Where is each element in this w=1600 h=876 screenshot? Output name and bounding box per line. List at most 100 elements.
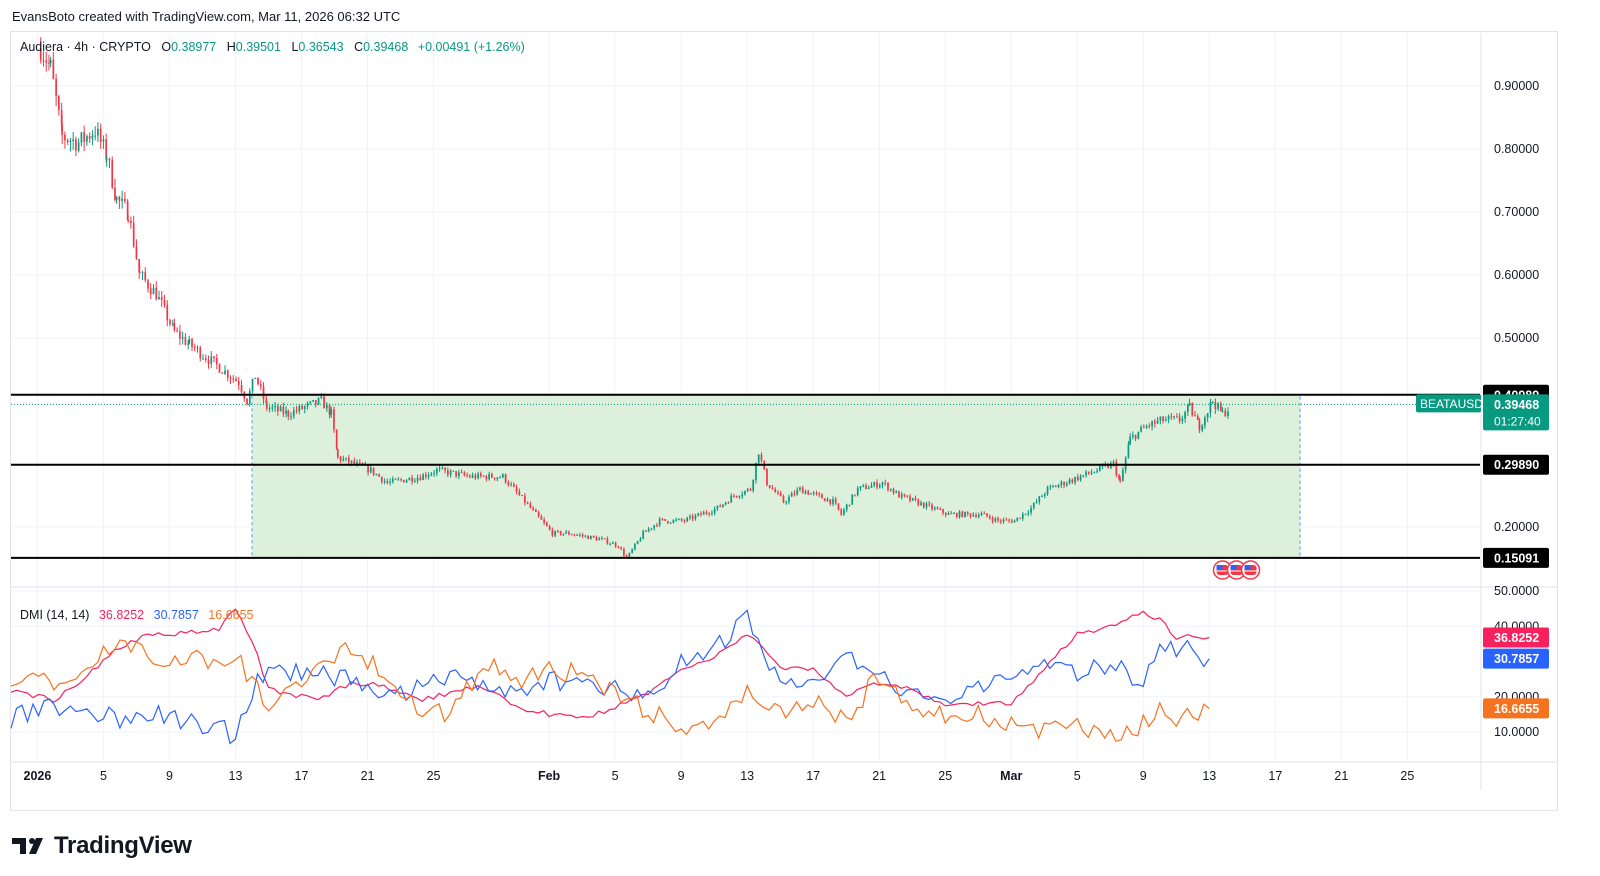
- candle-body: [1013, 520, 1016, 523]
- candle-body: [691, 516, 694, 519]
- candle-body: [1156, 420, 1159, 424]
- candle-body: [931, 504, 933, 510]
- candle-body: [474, 475, 477, 479]
- candle-body: [955, 513, 958, 518]
- time-tick-label: 17: [806, 769, 820, 783]
- candle-body: [856, 488, 859, 496]
- candle-body: [821, 494, 823, 499]
- candle-body: [452, 470, 455, 472]
- symbol-badge: [1416, 394, 1481, 413]
- candle-body: [330, 409, 333, 416]
- candle-body: [510, 484, 512, 486]
- candle-body: [1019, 517, 1021, 519]
- candle-body: [383, 481, 386, 483]
- candle-body: [1087, 471, 1090, 474]
- candle-body: [911, 498, 914, 501]
- candle-body: [823, 498, 826, 502]
- low-label: L: [291, 40, 299, 54]
- candle-body: [422, 474, 424, 481]
- candle-body: [477, 473, 479, 479]
- candle-body: [169, 320, 171, 324]
- candle-body: [1145, 425, 1148, 428]
- candle-body: [631, 549, 634, 553]
- time-tick-label: 21: [1334, 769, 1348, 783]
- candle-body: [72, 139, 75, 142]
- candle-body: [158, 296, 160, 300]
- candle-body: [1082, 475, 1085, 477]
- candle-body: [639, 538, 642, 541]
- candle-body: [1085, 471, 1087, 476]
- candle-body: [218, 364, 221, 373]
- candle-body: [755, 462, 757, 481]
- candle-body: [590, 535, 592, 540]
- candle-body: [298, 405, 301, 411]
- candle-body: [722, 504, 724, 507]
- candle-body: [126, 201, 129, 220]
- candle-body: [939, 509, 942, 511]
- candle-body: [738, 496, 741, 498]
- candle-body: [226, 370, 229, 378]
- candle-body: [141, 272, 144, 274]
- candle-body: [735, 495, 738, 497]
- candle-body: [83, 132, 86, 142]
- candle-body: [114, 187, 116, 200]
- candle-body: [482, 475, 485, 477]
- candle-body: [61, 124, 64, 135]
- dmi-legend[interactable]: DMI (14, 14) 36.8252 30.7857 16.6655: [20, 608, 259, 622]
- candle-body: [1221, 410, 1224, 412]
- candle-body: [804, 491, 807, 494]
- candle-body: [1170, 416, 1173, 418]
- candle-body: [614, 542, 617, 547]
- candle-body: [1181, 418, 1184, 422]
- candle-body: [980, 513, 983, 516]
- candle-body: [947, 513, 950, 515]
- candle-body: [303, 406, 306, 409]
- candle-body: [328, 404, 331, 416]
- level-badge: [1483, 547, 1549, 568]
- candle-body: [568, 531, 570, 535]
- candle-body: [408, 477, 411, 481]
- candle-body: [730, 495, 733, 503]
- candle-body: [562, 533, 565, 535]
- candle-body: [845, 504, 848, 510]
- candle-body: [309, 401, 312, 404]
- candle-body: [314, 400, 317, 405]
- candle-body: [579, 534, 581, 536]
- candle-body: [958, 511, 961, 518]
- candle-body: [609, 543, 612, 545]
- candle-body: [799, 487, 801, 490]
- candle-body: [790, 493, 793, 497]
- candle-body: [1090, 472, 1093, 474]
- candle-body: [617, 546, 620, 548]
- candle-body: [1068, 479, 1071, 484]
- candle-body: [870, 485, 873, 488]
- candle-body: [132, 222, 135, 247]
- candle-body: [782, 495, 785, 503]
- symbol-legend[interactable]: Audiera · 4h · CRYPTO O0.38977 H0.39501 …: [20, 40, 525, 54]
- level-badge-label: 0.29890: [1494, 458, 1539, 472]
- candle-body: [207, 359, 210, 364]
- candle-body: [397, 479, 400, 481]
- candle-body: [961, 511, 964, 517]
- candle-body: [372, 467, 375, 475]
- candle-body: [135, 246, 138, 259]
- time-tick-label: 25: [1400, 769, 1414, 783]
- candle-body: [741, 494, 744, 497]
- candle-body: [785, 501, 788, 503]
- candle-body: [623, 548, 625, 556]
- candle-body: [499, 477, 501, 479]
- candle-body: [603, 538, 606, 540]
- candle-body: [353, 460, 356, 464]
- candle-body: [181, 337, 184, 339]
- candle-body: [1041, 496, 1043, 498]
- tradingview-logo[interactable]: TradingView: [12, 832, 192, 860]
- candle-body: [257, 377, 259, 385]
- candle-body: [204, 358, 207, 360]
- candle-body: [876, 482, 878, 488]
- candle-body: [259, 384, 262, 387]
- candle-body: [1217, 403, 1219, 409]
- candle-body: [457, 472, 460, 477]
- candle-body: [537, 511, 540, 517]
- candle-body: [878, 485, 881, 488]
